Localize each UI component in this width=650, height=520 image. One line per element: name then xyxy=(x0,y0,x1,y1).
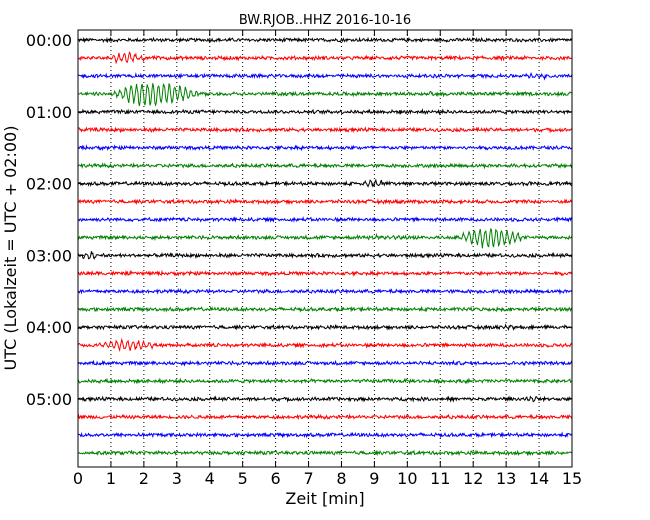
seismic-trace xyxy=(77,377,573,385)
x-tick-label: 0 xyxy=(73,469,83,488)
y-tick-label: 05:00 xyxy=(26,390,72,409)
seismic-trace xyxy=(77,215,573,223)
x-tick-label: 10 xyxy=(397,469,417,488)
y-tick-label: 01:00 xyxy=(26,103,72,122)
x-tick-label: 15 xyxy=(562,469,582,488)
seismic-trace xyxy=(77,107,573,116)
x-tick-label: 11 xyxy=(430,469,450,488)
x-tick-label: 8 xyxy=(336,469,346,488)
seismic-trace xyxy=(77,395,573,403)
seismic-trace xyxy=(77,71,573,81)
seismic-trace xyxy=(77,144,573,152)
x-tick-label: 14 xyxy=(529,469,549,488)
seismic-trace xyxy=(77,323,573,331)
x-axis-label: Zeit [min] xyxy=(285,489,364,508)
seismic-trace xyxy=(77,287,573,296)
grid-lines xyxy=(110,30,540,467)
seismic-trace xyxy=(77,36,573,44)
seismic-trace xyxy=(78,305,573,313)
seismic-trace xyxy=(77,126,573,134)
x-tick-label: 3 xyxy=(172,469,182,488)
y-tick-label: 04:00 xyxy=(26,318,72,337)
y-tick-label: 02:00 xyxy=(26,175,72,194)
seismic-trace xyxy=(77,82,573,107)
x-tick-label: 7 xyxy=(303,469,313,488)
seismic-trace xyxy=(77,178,573,188)
x-tick-label: 6 xyxy=(271,469,281,488)
x-tick-label: 4 xyxy=(205,469,215,488)
seismic-trace xyxy=(77,162,573,170)
trace-group xyxy=(77,36,573,457)
seismic-trace xyxy=(77,449,573,457)
y-axis-label: UTC (Lokalzeit = UTC + 02:00) xyxy=(1,126,20,371)
chart-title: BW.RJOB..HHZ 2016-10-16 xyxy=(239,13,411,28)
seismic-trace xyxy=(77,51,573,65)
axis-ticks: 0 1 2 3 4 5 6 7 8 9 10 11 12 13 14 1500:0001:0002:0003:… xyxy=(26,30,582,488)
seismic-trace xyxy=(77,359,573,367)
x-tick-label: 13 xyxy=(496,469,516,488)
seismic-trace xyxy=(77,227,573,249)
x-tick-label: 1 xyxy=(106,469,116,488)
plot-frame xyxy=(77,29,573,468)
x-tick-label: 9 xyxy=(369,469,379,488)
y-tick-label: 00:00 xyxy=(26,31,72,50)
x-tick-label: 5 xyxy=(238,469,248,488)
seismic-trace xyxy=(77,251,573,260)
seismic-trace xyxy=(77,431,573,439)
seismic-trace xyxy=(77,413,573,421)
x-tick-label: 12 xyxy=(463,469,483,488)
y-tick-label: 03:00 xyxy=(26,246,72,265)
seismic-trace xyxy=(77,337,573,353)
x-tick-label: 2 xyxy=(139,469,149,488)
seismic-trace xyxy=(77,198,573,206)
seismic-trace xyxy=(77,269,573,277)
